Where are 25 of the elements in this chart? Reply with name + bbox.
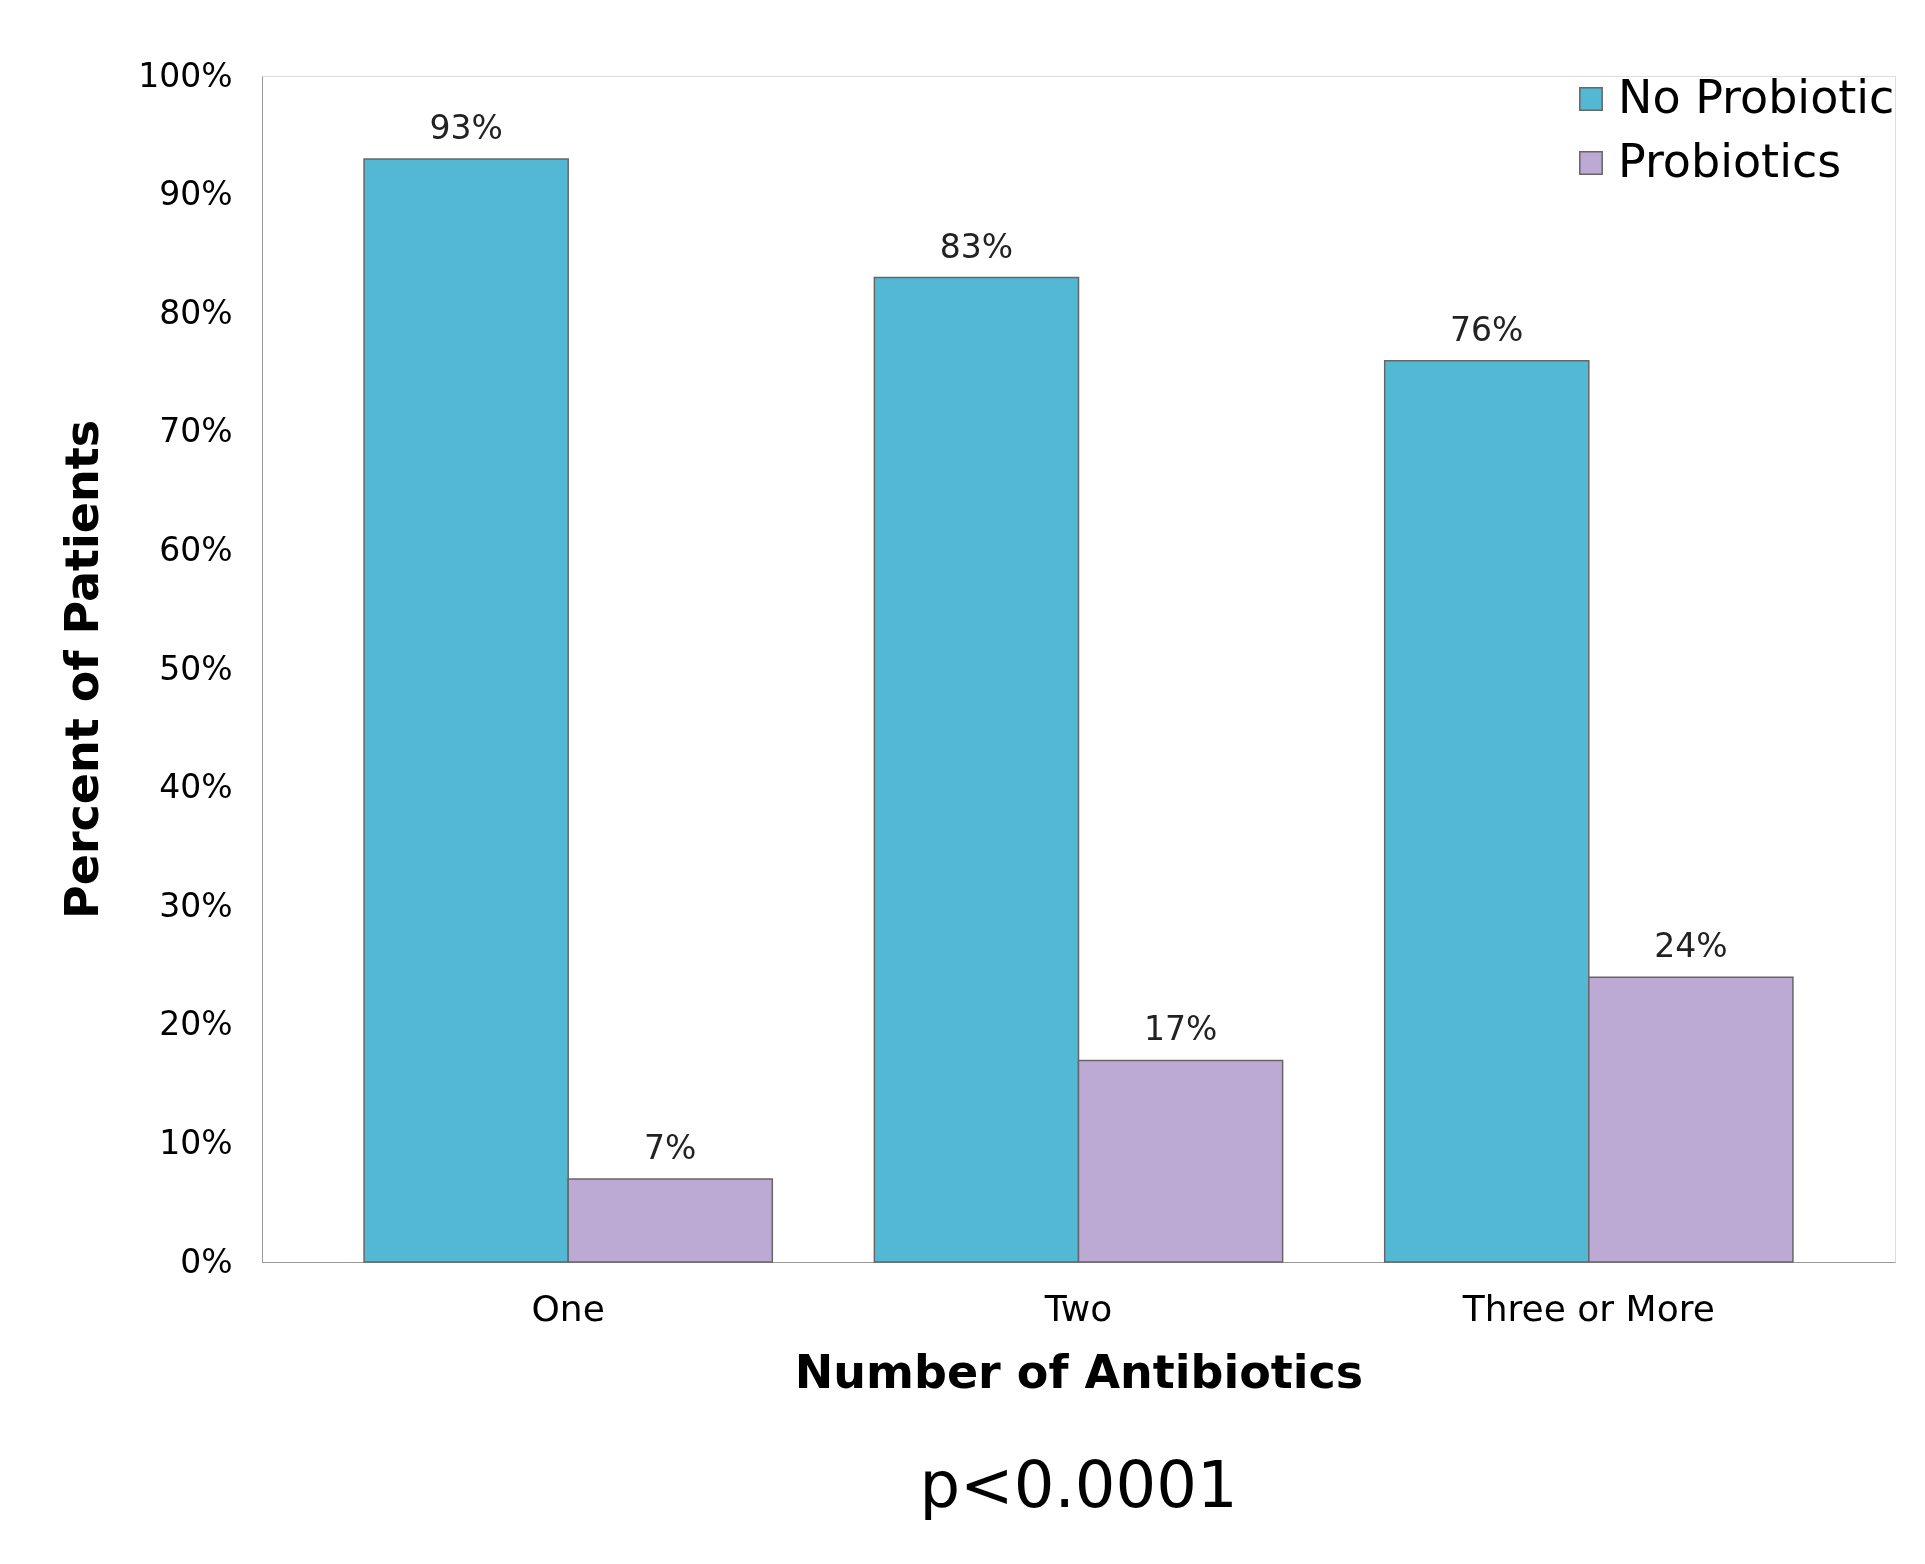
- data-label: 24%: [1654, 926, 1728, 966]
- data-label: 76%: [1450, 309, 1524, 349]
- y-tick-label: 0%: [180, 1241, 233, 1281]
- data-label: 93%: [429, 108, 503, 148]
- x-tick-label: One: [531, 1287, 605, 1329]
- y-tick-label: 40%: [159, 767, 233, 807]
- y-tick-label: 10%: [159, 1122, 233, 1162]
- text: p<0.0001: [919, 1448, 1238, 1522]
- y-tick-label: 50%: [159, 648, 233, 688]
- data-label: 7%: [644, 1127, 697, 1167]
- data-label: 83%: [939, 226, 1014, 266]
- legend-label: Probiotics: [1618, 134, 1842, 188]
- x-axis-title: Number of Antibiotics: [794, 1344, 1364, 1399]
- y-tick-label: 60%: [159, 529, 233, 569]
- y-tick-label: 20%: [159, 1004, 233, 1044]
- y-tick-label: 100%: [138, 55, 233, 95]
- y-tick-label: 70%: [159, 411, 233, 451]
- x-tick-label: Three or More: [1461, 1287, 1715, 1329]
- y-tick-label: 90%: [159, 174, 233, 214]
- x-tick-label: Two: [1043, 1287, 1113, 1329]
- y-axis-title: Percent of Patients: [55, 419, 110, 920]
- legend-label: No Probiotic: [1618, 70, 1895, 124]
- y-tick-label: 30%: [159, 885, 233, 925]
- y-tick-label: 80%: [159, 292, 233, 332]
- data-label: 17%: [1143, 1009, 1218, 1049]
